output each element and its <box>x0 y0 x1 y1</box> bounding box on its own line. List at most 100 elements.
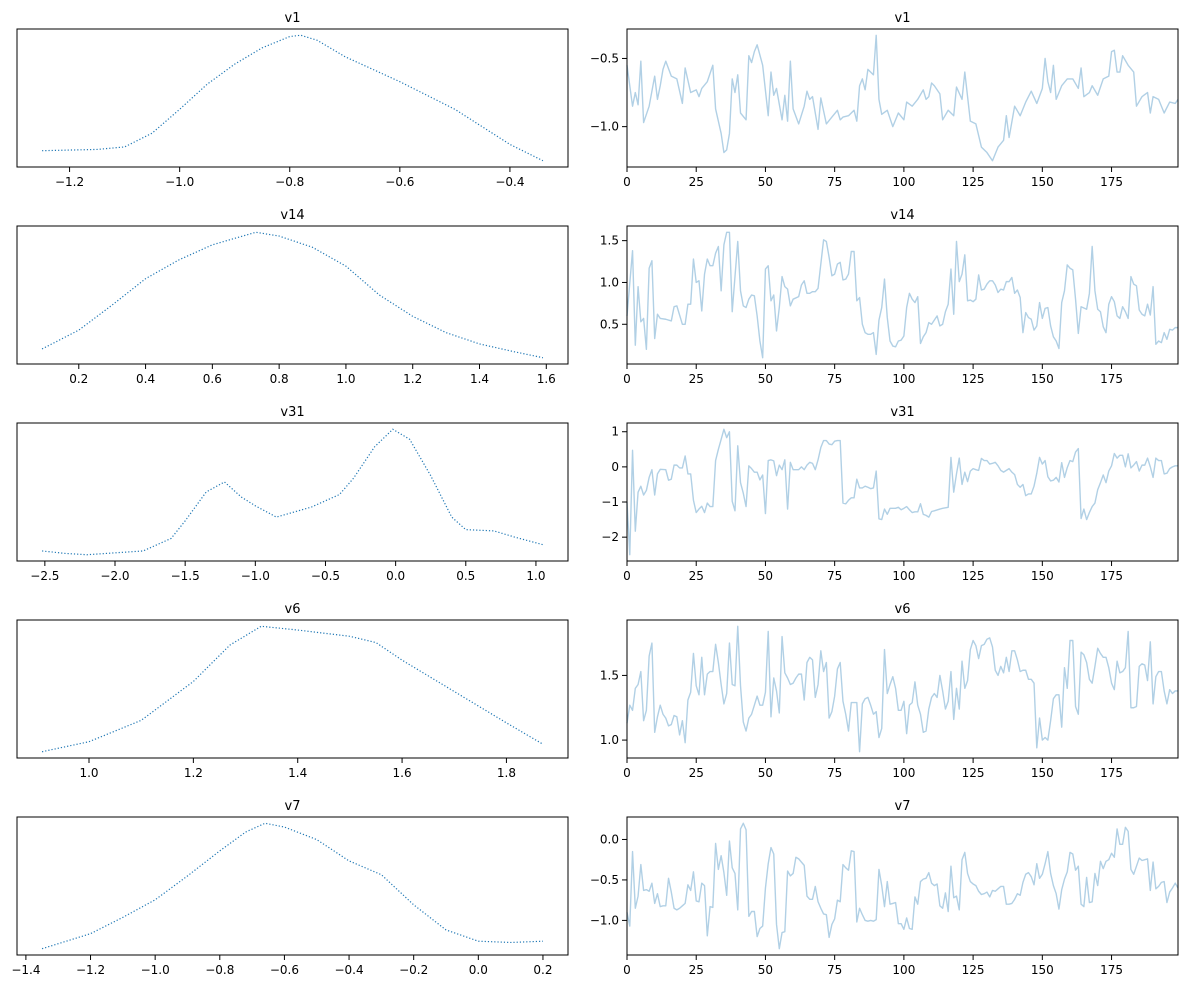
x-tick-label: −2.5 <box>30 569 59 583</box>
subplot-title: v6 <box>895 602 911 617</box>
y-tick-label: −1.0 <box>590 120 619 134</box>
trace-line <box>626 428 1178 556</box>
x-tick-label: 0.0 <box>386 569 405 583</box>
x-tick-label: 25 <box>689 569 704 583</box>
x-tick-label: 50 <box>758 175 773 189</box>
y-tick-label: 1.5 <box>600 234 619 248</box>
x-tick-label: −1.4 <box>11 963 40 977</box>
x-tick-label: 150 <box>1031 372 1054 386</box>
y-tick-label: −1.0 <box>590 913 619 927</box>
x-tick-label: 75 <box>827 963 842 977</box>
trace-line <box>626 625 1178 753</box>
x-tick-label: 150 <box>1031 175 1054 189</box>
x-tick-label: 75 <box>827 569 842 583</box>
y-tick-label: 1.0 <box>600 733 619 747</box>
x-tick-label: 0.0 <box>469 963 488 977</box>
x-tick-label: 100 <box>892 766 915 780</box>
x-tick-label: 25 <box>689 372 704 386</box>
subplot-trace-v7: v7 0 25 50 75 100 125 150 175 −1.0 −0.5 0.0 <box>590 799 1179 977</box>
x-tick-label: 0 <box>623 766 631 780</box>
x-tick-label: 75 <box>827 766 842 780</box>
x-tick-label: 0 <box>623 175 631 189</box>
x-tick-label: 150 <box>1031 569 1054 583</box>
subplot-title: v14 <box>280 208 304 223</box>
subplot-trace-v14: v14 0 25 50 75 100 125 150 175 0.5 1.0 1.5 <box>600 208 1179 386</box>
kde-line <box>41 428 544 556</box>
subplot-title: v31 <box>890 405 914 420</box>
x-tick-label: 125 <box>962 766 985 780</box>
subplot-trace-v1: v1 0 25 50 75 100 125 150 175 −1.0 −0.5 <box>590 11 1179 189</box>
x-tick-label: 100 <box>892 963 915 977</box>
subplot-kde-v1: v1 −1.2 −1.0 −0.8 −0.6 −0.4 <box>16 11 569 189</box>
subplot-title: v7 <box>285 799 301 814</box>
x-tick-label: −0.2 <box>399 963 428 977</box>
axes-frame <box>626 225 1179 365</box>
axes-frame <box>16 422 569 562</box>
axes-frame <box>626 422 1179 562</box>
y-tick-label: 0.5 <box>600 317 619 331</box>
x-tick-label: 0.2 <box>69 372 88 386</box>
x-tick-label: −0.8 <box>275 175 304 189</box>
subplot-title: v31 <box>280 405 304 420</box>
x-tick-label: −1.0 <box>241 569 270 583</box>
trace-line <box>626 34 1179 162</box>
x-tick-label: −0.6 <box>385 175 414 189</box>
axes-frame <box>16 619 569 759</box>
x-tick-label: 50 <box>758 766 773 780</box>
x-tick-label: 1.6 <box>393 766 412 780</box>
x-tick-label: 0 <box>623 963 631 977</box>
x-tick-label: 50 <box>758 569 773 583</box>
axes-frame <box>16 816 569 956</box>
axes-frame <box>16 28 569 168</box>
x-tick-label: 1.2 <box>184 766 203 780</box>
x-tick-label: −1.5 <box>171 569 200 583</box>
x-tick-label: −1.2 <box>55 175 84 189</box>
x-tick-label: 50 <box>758 372 773 386</box>
x-tick-label: 1.0 <box>79 766 98 780</box>
x-tick-label: 0.4 <box>136 372 155 386</box>
x-tick-label: −0.5 <box>311 569 340 583</box>
axes-frame <box>16 225 569 365</box>
y-tick-label: −1 <box>601 495 619 509</box>
x-tick-label: 125 <box>962 569 985 583</box>
x-tick-label: 0.8 <box>270 372 289 386</box>
x-tick-label: 1.4 <box>470 372 489 386</box>
x-tick-label: 25 <box>689 963 704 977</box>
y-tick-label: 1 <box>611 425 619 439</box>
x-tick-label: 1.0 <box>336 372 355 386</box>
y-tick-label: 0.0 <box>600 832 619 846</box>
x-tick-label: 175 <box>1100 372 1123 386</box>
subplot-kde-v6: v6 1.0 1.2 1.4 1.6 1.8 <box>16 602 569 780</box>
y-tick-label: 0 <box>611 460 619 474</box>
x-tick-label: 100 <box>892 372 915 386</box>
kde-line <box>41 625 544 753</box>
x-tick-label: 150 <box>1031 766 1054 780</box>
x-tick-label: 0.6 <box>203 372 222 386</box>
x-tick-label: 75 <box>827 175 842 189</box>
x-tick-label: −0.4 <box>334 963 363 977</box>
x-tick-label: 100 <box>892 175 915 189</box>
x-tick-label: 50 <box>758 963 773 977</box>
x-tick-label: 100 <box>892 569 915 583</box>
x-tick-label: 1.0 <box>526 569 545 583</box>
subplot-title: v6 <box>285 602 301 617</box>
x-tick-label: −1.0 <box>141 963 170 977</box>
subplot-title: v7 <box>895 799 911 814</box>
x-tick-label: 1.8 <box>497 766 516 780</box>
trace-line <box>626 822 1179 950</box>
axes-frame <box>626 28 1179 168</box>
x-tick-label: −1.2 <box>76 963 105 977</box>
x-tick-label: 0 <box>623 569 631 583</box>
y-tick-label: −0.5 <box>590 51 619 65</box>
x-tick-label: 75 <box>827 372 842 386</box>
x-tick-label: 175 <box>1100 175 1123 189</box>
x-tick-label: 125 <box>962 372 985 386</box>
x-tick-label: 125 <box>962 175 985 189</box>
axes-frame <box>626 619 1179 759</box>
y-tick-label: −2 <box>601 530 619 544</box>
subplot-kde-v14: v14 0.2 0.4 0.6 0.8 1.0 1.2 1.4 1.6 <box>16 208 569 386</box>
y-tick-label: 1.5 <box>600 668 619 682</box>
x-tick-label: 175 <box>1100 766 1123 780</box>
x-tick-label: −0.8 <box>205 963 234 977</box>
